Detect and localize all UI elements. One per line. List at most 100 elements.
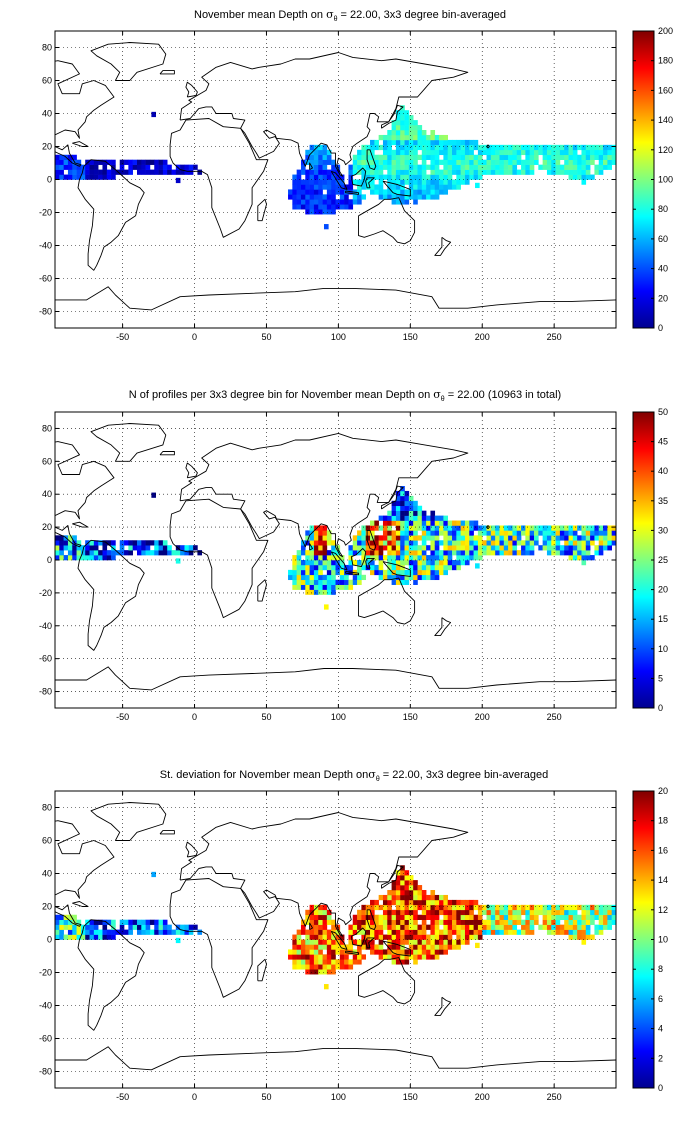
heatmap-cell [378,189,384,195]
heatmap-cell [106,174,112,180]
heatmap-cell [361,164,367,170]
heatmap-cell [439,929,444,935]
heatmap-cell [188,545,194,551]
heatmap-cell [400,564,405,571]
heatmap-cell [111,919,116,925]
heatmap-cell [486,919,492,925]
heatmap-cell [335,959,341,965]
heatmap-cell [495,535,500,541]
heatmap-cell [391,939,397,945]
heatmap-cell [434,560,440,566]
heatmap-cell [521,545,526,551]
heatmap-cell [404,169,410,175]
heatmap-cell [404,894,410,901]
heatmap-cell [456,149,461,156]
heatmap-cell [421,134,427,141]
heatmap-cell [400,880,405,886]
heatmap-cell [590,154,595,160]
heatmap-cell [499,914,505,920]
heatmap-cell [335,944,341,950]
heatmap-cell [417,125,423,131]
heatmap-cell [426,535,431,541]
heatmap-cell [339,584,345,590]
heatmap-cell [322,924,328,930]
heatmap-cell [417,574,423,581]
heatmap-cell [374,934,379,940]
heatmap-cell [404,569,410,576]
heatmap-cell [119,169,125,175]
heatmap-cell [439,569,444,576]
heatmap-cell [348,169,354,175]
heatmap-cell [322,179,328,185]
heatmap-cell [404,540,410,546]
heatmap-cell [309,569,315,576]
heatmap-cell [464,149,470,156]
heatmap-cell [370,944,375,950]
heatmap-cell [469,144,474,151]
heatmap-cell [400,144,405,151]
x-tick-label: 100 [331,332,346,342]
heatmap-cell [128,924,133,930]
heatmap-cell [93,555,99,561]
heatmap-cell [464,169,470,175]
heatmap-cell [490,144,496,151]
heatmap-cell [400,139,405,146]
heatmap-cell [473,159,479,165]
heatmap-cell [413,125,418,131]
y-tick-label: 60 [42,836,52,846]
heatmap-cell [162,924,168,930]
heatmap-cell [555,159,561,165]
heatmap-cell [490,154,496,160]
heatmap-cell [318,535,323,541]
heatmap-cell [309,969,315,975]
heatmap-cell [361,550,367,556]
heatmap-cell [408,515,414,521]
heatmap-cell [141,550,146,556]
colorbar-tick-label: 120 [658,145,673,155]
y-tick-label: 20 [42,142,52,152]
heatmap-cell [331,159,336,165]
heatmap-cell [568,164,574,170]
heatmap-cell [400,159,405,165]
heatmap-cell [572,144,578,151]
heatmap-cell [417,954,423,960]
heatmap-cell [521,909,526,916]
heatmap-cell [305,574,310,581]
heatmap-cell [464,914,470,920]
heatmap-cell [404,149,410,156]
heatmap-cell [344,574,349,581]
heatmap-cell [452,944,457,950]
heatmap-cell [300,564,306,571]
heatmap-cell [456,564,461,571]
heatmap-cell [387,555,392,561]
heatmap-cell [404,555,410,561]
heatmap-cell [555,149,561,156]
heatmap-cell [430,144,436,151]
heatmap-cell [473,164,479,170]
colorbar-tick-label: 200 [658,26,673,36]
heatmap-cell [430,134,436,141]
heatmap-cell [417,914,423,920]
heatmap-cell [447,939,453,945]
heatmap-cell [503,904,509,911]
heatmap-cell [89,934,95,940]
heatmap-cell [331,540,336,546]
y-tick-label: 0 [47,935,52,945]
heatmap-cell [426,574,431,581]
heatmap-cell [305,149,310,156]
heatmap-cell [322,560,328,566]
heatmap-cell [581,535,587,541]
heatmap-cell [404,154,410,160]
heatmap-cell [370,545,375,551]
heatmap-cell [89,555,95,561]
heatmap-cell [395,189,401,195]
heatmap-cell [452,520,457,526]
heatmap-cell [426,939,431,945]
heatmap-cell [421,894,427,901]
heatmap-cell [443,564,448,571]
x-tick-label: 200 [475,332,490,342]
heatmap-cell [370,929,375,935]
heatmap-cell [395,939,401,945]
heatmap-cell [322,944,328,950]
heatmap-cell [335,564,341,571]
